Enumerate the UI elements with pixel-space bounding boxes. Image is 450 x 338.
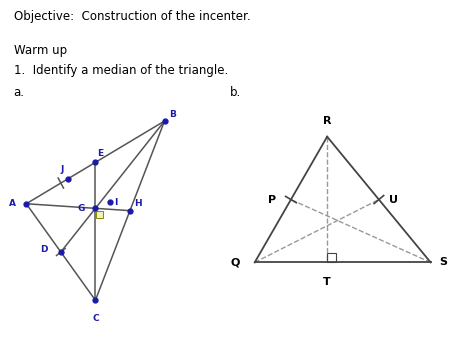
Text: R: R [323,116,331,126]
Text: b.: b. [230,86,241,99]
Text: E: E [98,149,104,158]
Text: Objective:  Construction of the incenter.: Objective: Construction of the incenter. [14,10,250,23]
Text: A: A [9,199,15,208]
Text: Warm up: Warm up [14,44,67,57]
Text: Q: Q [231,258,240,267]
Bar [327,253,337,262]
Text: H: H [134,199,142,208]
Text: a.: a. [14,86,24,99]
Text: C: C [92,314,99,323]
Text: B: B [169,110,176,119]
Text: U: U [389,195,398,204]
Text: T: T [323,277,331,287]
Text: S: S [439,258,447,267]
Text: I: I [114,198,118,207]
Text: J: J [60,165,63,174]
Bar [96,211,103,218]
Text: G: G [77,204,85,213]
Text: P: P [268,195,276,204]
Text: D: D [40,245,48,254]
Text: 1.  Identify a median of the triangle.: 1. Identify a median of the triangle. [14,64,228,77]
